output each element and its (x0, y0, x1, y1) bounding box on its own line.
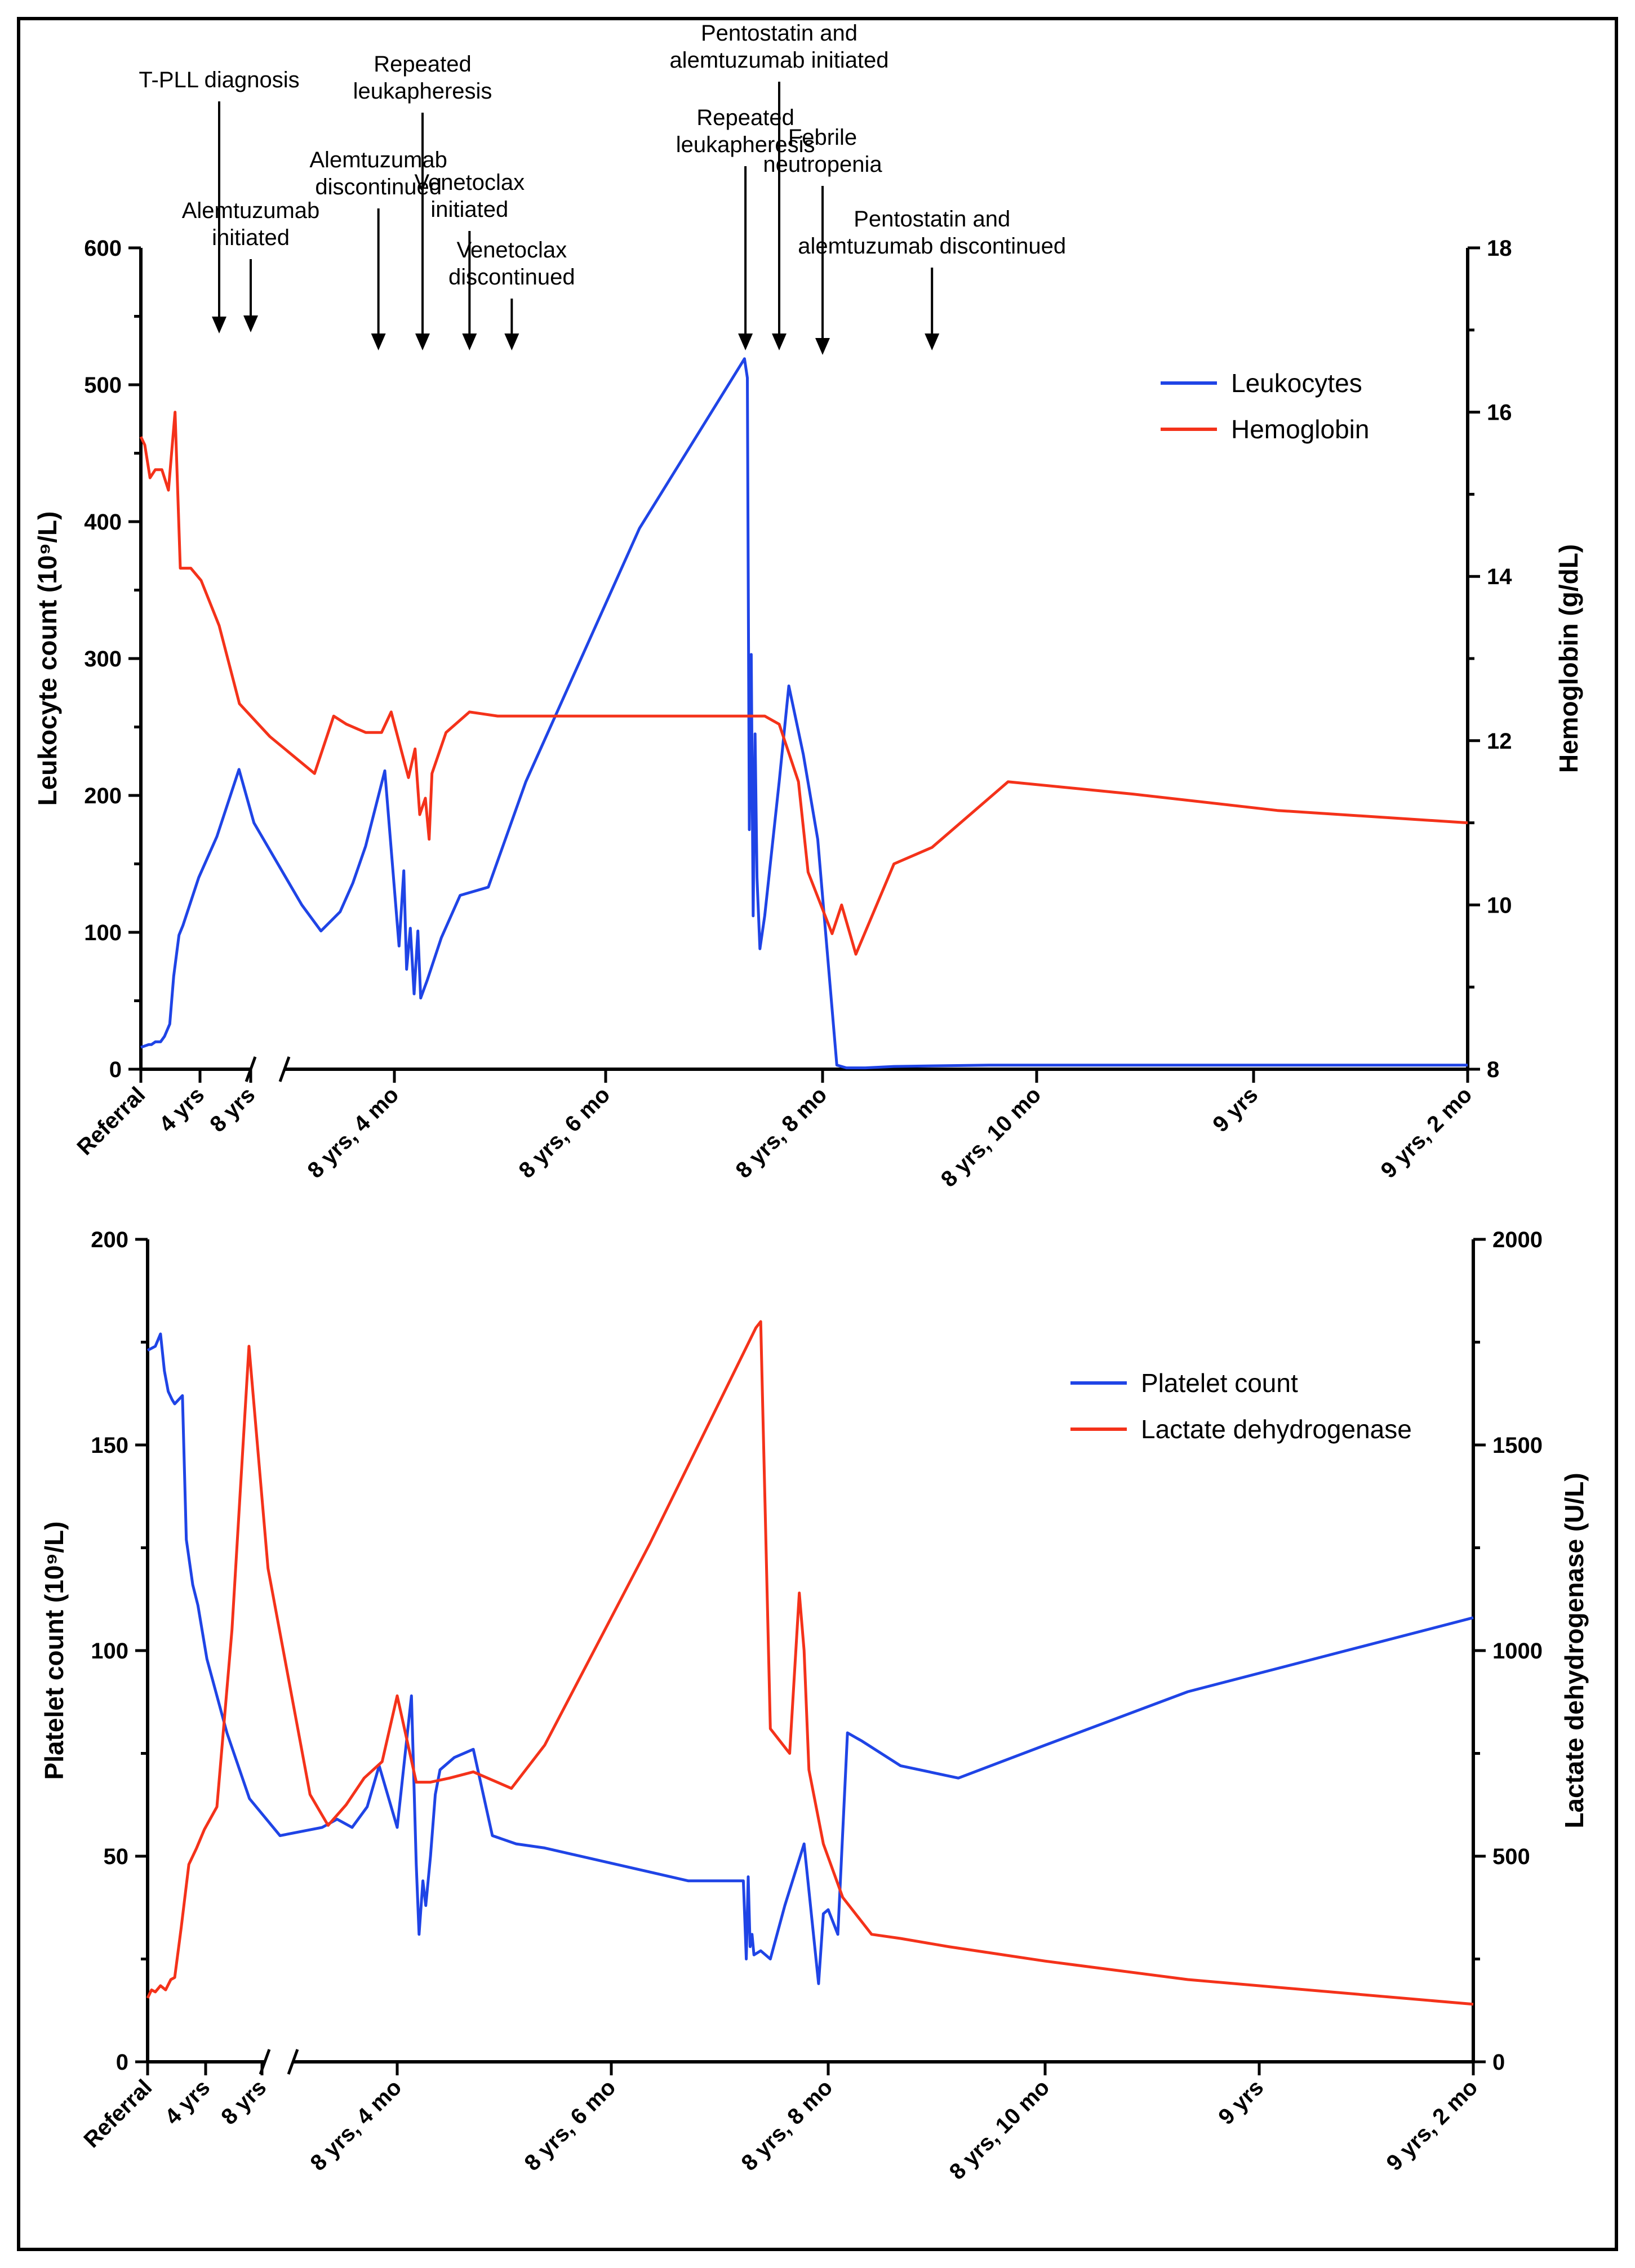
annotation-label: Pentostatin and (854, 207, 1010, 232)
annotation-label: alemtuzumab discontinued (798, 234, 1066, 259)
right-tick-label: 18 (1487, 236, 1512, 261)
legend-label: Lactate dehydrogenase (1141, 1415, 1412, 1444)
annotation-label: alemtuzumab initiated (669, 48, 888, 73)
annotation-arrow-head (462, 333, 477, 350)
annotation-label: T-PLL diagnosis (139, 68, 299, 92)
annotation-label: Alemtuzumab (309, 148, 447, 172)
left-tick-label: 200 (84, 784, 122, 808)
x-tick-label: 9 yrs, 2 mo (1381, 2075, 1482, 2176)
series-line-lactate-dehydrogenase (146, 1320, 1474, 2006)
x-tick-label: 8 yrs, 6 mo (514, 1082, 615, 1183)
annotation-label: leukapheresis (353, 79, 492, 104)
annotation-label: discontinued (315, 175, 442, 199)
x-tick-label: 9 yrs (1214, 2075, 1268, 2129)
annotation-label: initiated (430, 197, 508, 222)
x-tick-label: Referral (79, 2075, 157, 2153)
axis-break-mark (287, 2049, 299, 2075)
annotation-arrow-head (738, 333, 753, 350)
x-tick-label: 9 yrs, 2 mo (1376, 1082, 1477, 1183)
annotation-label: Febrile (788, 125, 857, 150)
series-line-leukocytes (140, 357, 1468, 1070)
annotation-label: Venetoclax (456, 238, 567, 263)
right-tick-label: 12 (1487, 729, 1512, 754)
right-tick-label: 1500 (1492, 1433, 1543, 1458)
annotation-label: neutropenia (763, 152, 882, 177)
right-tick-label: 0 (1492, 2050, 1505, 2075)
annotation-label: leukapheresis (676, 132, 815, 157)
left-axis-title: Platelet count (10⁹/L) (39, 1522, 69, 1780)
legend-label: Leukocytes (1231, 368, 1362, 398)
chart-panel-1: 0 100 200 300 400 500 600 8 10 12 14 16 18 Referral 4 … (33, 21, 1583, 1192)
series-line-hemoglobin (139, 411, 1468, 956)
x-tick-label: 8 yrs, 4 mo (305, 2075, 406, 2176)
annotation-arrow-head (243, 315, 258, 332)
right-axis-title: Hemoglobin (g/dL) (1554, 544, 1583, 773)
legend-label: Hemoglobin (1231, 415, 1369, 444)
annotation-label: Alemtuzumab (182, 198, 320, 223)
x-tick-label: 8 yrs, 8 mo (736, 2075, 837, 2176)
left-tick-label: 400 (84, 510, 122, 535)
x-tick-label: 8 yrs, 6 mo (519, 2075, 620, 2176)
x-tick-label: 8 yrs, 8 mo (731, 1082, 832, 1183)
left-tick-label: 500 (84, 373, 122, 398)
annotation-label: discontinued (448, 265, 575, 290)
right-tick-label: 16 (1487, 401, 1512, 425)
x-tick-label: 8 yrs (216, 2075, 271, 2129)
axis-break-mark (278, 1056, 291, 1082)
annotation-arrow-head (415, 333, 430, 350)
figure-frame (17, 17, 1618, 2251)
annotation-label: Venetoclax (414, 170, 525, 195)
left-tick-label: 100 (91, 1639, 128, 1664)
x-tick-label: 8 yrs, 10 mo (945, 2075, 1055, 2185)
right-tick-label: 1000 (1492, 1639, 1543, 1664)
annotation-arrow-head (772, 333, 787, 350)
right-tick-label: 14 (1487, 564, 1512, 589)
annotation-arrow-head (212, 317, 226, 333)
right-tick-label: 10 (1487, 893, 1512, 918)
left-tick-label: 0 (109, 1057, 122, 1082)
annotation-arrow-head (371, 333, 386, 350)
x-tick-label: 9 yrs (1208, 1082, 1263, 1137)
x-tick-label: 8 yrs, 10 mo (936, 1082, 1046, 1192)
x-tick-label: Referral (72, 1082, 150, 1160)
left-tick-label: 300 (84, 647, 122, 671)
annotation-label: Repeated (374, 52, 471, 77)
annotation-label: Pentostatin and (701, 21, 858, 46)
left-tick-label: 0 (116, 2050, 128, 2075)
left-tick-label: 50 (104, 1844, 129, 1869)
x-tick-label: 4 yrs (154, 1082, 209, 1137)
left-tick-label: 600 (84, 236, 122, 261)
annotation-arrow-head (815, 338, 830, 355)
left-tick-label: 200 (91, 1228, 128, 1252)
right-axis-title: Lactate dehydrogenase (U/L) (1560, 1473, 1589, 1828)
annotation-label: initiated (212, 225, 290, 250)
x-tick-label: 8 yrs (205, 1082, 260, 1137)
x-tick-label: 4 yrs (160, 2075, 215, 2129)
annotation-label: Repeated (696, 105, 794, 130)
left-tick-label: 100 (84, 920, 122, 945)
annotation-arrow-head (504, 333, 519, 350)
x-tick-label: 8 yrs, 4 mo (303, 1082, 403, 1183)
left-axis-title: Leukocyte count (10⁹/L) (33, 512, 62, 806)
series-line-platelet-count (146, 1332, 1474, 1985)
legend-label: Platelet count (1141, 1368, 1298, 1398)
annotation-arrow-head (925, 333, 940, 350)
right-tick-label: 8 (1487, 1057, 1499, 1082)
left-tick-label: 150 (91, 1433, 128, 1458)
right-tick-label: 500 (1492, 1844, 1530, 1869)
right-tick-label: 2000 (1492, 1228, 1543, 1252)
